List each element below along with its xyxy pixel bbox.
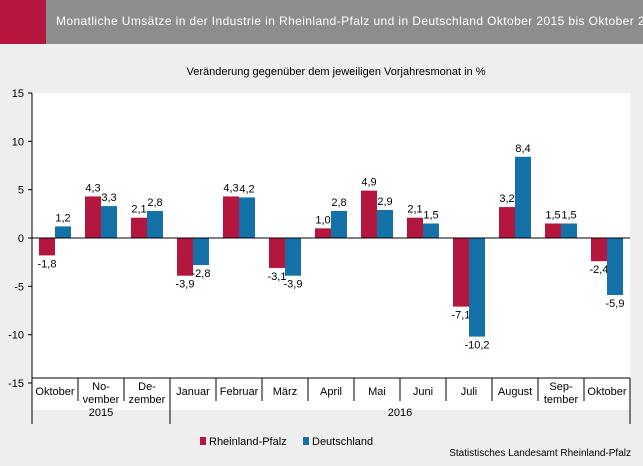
- year-label: 2016: [388, 407, 412, 419]
- x-tick-label: Sep-: [549, 381, 573, 393]
- x-tick-label: vember: [83, 394, 120, 406]
- header-bar: [46, 0, 643, 44]
- header-accent: [0, 0, 46, 44]
- bar-rheinland-pfalz: [177, 238, 193, 276]
- legend-label: Rheinland-Pfalz: [209, 436, 287, 448]
- x-tick-label: März: [273, 386, 297, 398]
- x-tick-label: April: [320, 386, 342, 398]
- y-tick-label: -10: [8, 330, 24, 342]
- legend-swatch: [303, 437, 309, 445]
- bar-rheinland-pfalz: [131, 217, 147, 238]
- bar-deutschland: [285, 238, 301, 276]
- data-label: -3,9: [284, 279, 303, 291]
- x-tick-label: zember: [129, 394, 166, 406]
- bar-rheinland-pfalz: [269, 238, 285, 268]
- bar-rheinland-pfalz: [407, 217, 423, 238]
- data-label: 1,2: [55, 212, 70, 224]
- data-label: 3,3: [101, 192, 116, 204]
- chart-subtitle: Veränderung gegenüber dem jeweiligen Vor…: [186, 66, 485, 78]
- bar-rheinland-pfalz: [499, 207, 515, 238]
- chart-title: Monatliche Umsätze in der Industrie in R…: [56, 14, 643, 28]
- bar-deutschland: [377, 209, 393, 238]
- bar-rheinland-pfalz: [591, 238, 607, 262]
- x-tick-label: Oktober: [587, 386, 626, 398]
- bar-deutschland: [147, 210, 163, 238]
- bar-deutschland: [607, 238, 623, 296]
- bar-deutschland: [423, 223, 439, 238]
- data-label: 4,3: [223, 182, 238, 194]
- data-label: 2,1: [131, 204, 146, 216]
- bar-deutschland: [561, 223, 577, 238]
- data-label: -1,8: [38, 258, 57, 270]
- data-label: 8,4: [515, 143, 530, 155]
- data-label: -2,8: [192, 268, 211, 280]
- x-tick-label: Oktober: [35, 386, 74, 398]
- y-tick-label: -15: [8, 378, 24, 390]
- y-tick-label: 0: [18, 233, 24, 245]
- bar-rheinland-pfalz: [453, 238, 469, 307]
- x-tick-label: Juni: [413, 386, 433, 398]
- bar-rheinland-pfalz: [361, 190, 377, 238]
- bar-rheinland-pfalz: [39, 238, 55, 256]
- y-tick-label: -5: [14, 281, 24, 293]
- bar-deutschland: [515, 156, 531, 238]
- data-label: 2,8: [331, 197, 346, 209]
- data-label: 3,2: [499, 193, 514, 205]
- x-tick-label: August: [498, 386, 532, 398]
- data-label: 1,5: [561, 210, 576, 222]
- bar-deutschland: [239, 197, 255, 238]
- plot-area: [32, 93, 630, 410]
- data-label: 1,5: [423, 210, 438, 222]
- bar-rheinland-pfalz: [223, 196, 239, 238]
- x-tick-label: tember: [544, 394, 579, 406]
- bar-rheinland-pfalz: [315, 228, 331, 238]
- data-label: 4,9: [361, 177, 376, 189]
- x-tick-label: Juli: [461, 386, 478, 398]
- bar-deutschland: [101, 206, 117, 238]
- bar-rheinland-pfalz: [85, 196, 101, 238]
- data-label: 2,1: [407, 204, 422, 216]
- x-tick-label: Mai: [368, 386, 386, 398]
- bar-deutschland: [193, 238, 209, 266]
- legend-label: Deutschland: [312, 436, 373, 448]
- data-label: 4,3: [85, 182, 100, 194]
- data-label: -2,4: [590, 264, 609, 276]
- x-tick-label: No-: [92, 381, 110, 393]
- legend-swatch: [200, 437, 206, 445]
- y-tick-label: 5: [18, 185, 24, 197]
- data-label: -7,1: [452, 310, 471, 322]
- x-tick-label: Februar: [220, 386, 259, 398]
- data-label: 2,8: [147, 197, 162, 209]
- data-label: -3,9: [176, 279, 195, 291]
- data-label: -5,9: [606, 298, 625, 310]
- data-label: 1,0: [315, 214, 330, 226]
- y-tick-label: 15: [12, 88, 24, 100]
- bar-rheinland-pfalz: [545, 223, 561, 238]
- bar-deutschland: [469, 238, 485, 337]
- data-label: -10,2: [464, 340, 489, 352]
- data-label: 4,2: [239, 183, 254, 195]
- x-tick-label: Januar: [176, 386, 210, 398]
- data-label: 2,9: [377, 196, 392, 208]
- data-label: 1,5: [545, 210, 560, 222]
- year-label: 2015: [89, 407, 113, 419]
- x-tick-label: De-: [138, 381, 156, 393]
- y-tick-label: 10: [12, 136, 24, 148]
- bar-chart: Veränderung gegenüber dem jeweiligen Vor…: [8, 66, 631, 459]
- source-note: Statistisches Landesamt Rheinland-Pfalz: [449, 448, 631, 459]
- data-label: -3,1: [268, 271, 287, 283]
- bar-deutschland: [55, 226, 71, 238]
- bar-deutschland: [331, 210, 347, 238]
